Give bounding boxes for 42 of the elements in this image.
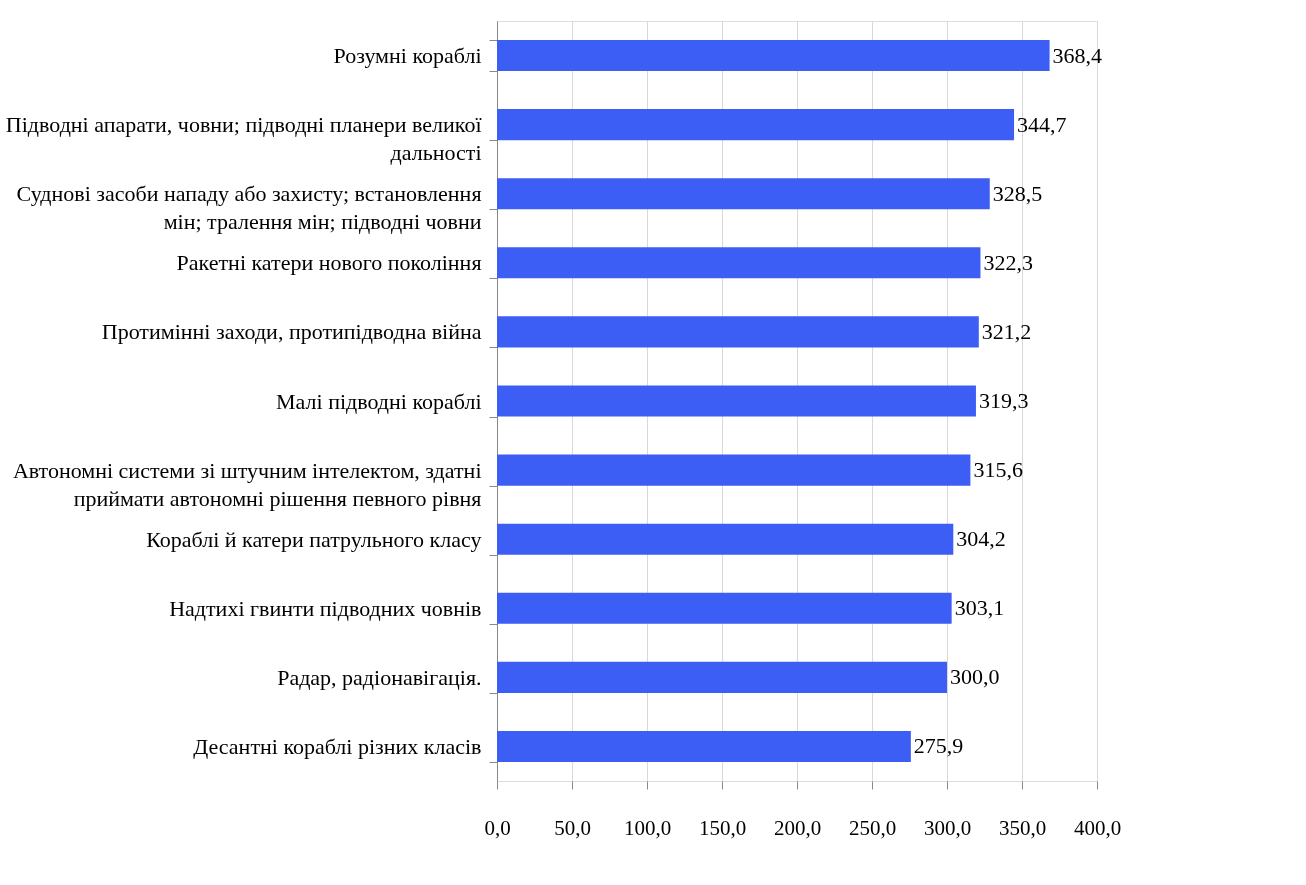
y-tick-label: Автономні системи зі штучним інтелектом, здатні приймати автономні рішення певного рівня [12, 457, 482, 511]
data-label: 300,0 [950, 664, 1000, 690]
x-tick-label: 150,0 [698, 815, 747, 840]
x-tick-label: 250,0 [848, 815, 897, 840]
y-tick-label: Розумні кораблі [333, 43, 482, 69]
data-label: 275,9 [913, 733, 964, 759]
data-label: 321,2 [981, 318, 1032, 344]
bar [497, 592, 952, 624]
y-tick-label: Надтихі гвинти підводних човнів [169, 595, 482, 621]
bar [497, 109, 1015, 141]
bar [497, 385, 976, 417]
y-tick-label: Десантні кораблі різних класів [193, 733, 482, 759]
bar [497, 523, 954, 555]
x-tick-label: 0,0 [484, 815, 511, 840]
bar [497, 661, 947, 693]
x-tick-label: 200,0 [773, 815, 822, 840]
y-tick-label: Протимінні заходи, протипідводна війна [101, 319, 482, 345]
y-tick-label: Радар, радіонавігація. [277, 664, 482, 690]
y-tick-label: Малі підводні кораблі [276, 388, 482, 414]
x-tick-label: 400,0 [1073, 815, 1122, 840]
data-label: 315,6 [973, 457, 1023, 483]
bar [497, 730, 911, 762]
x-tick-label: 100,0 [623, 815, 672, 840]
x-tick-label: 350,0 [998, 815, 1047, 840]
data-label: 319,3 [978, 388, 1029, 413]
y-tick-label: Підводні апарати, човни; підводні планери великої дальності [5, 112, 483, 166]
data-label: 344,7 [1017, 111, 1067, 137]
data-label: 322,3 [983, 249, 1033, 275]
bar [497, 316, 979, 348]
data-label: 304,2 [956, 526, 1006, 552]
data-label: 303,1 [954, 595, 1005, 621]
data-label: 328,5 [992, 180, 1043, 206]
x-tick-label: 300,0 [923, 815, 972, 840]
y-tick-label: Кораблі й катери патрульного класу [146, 526, 482, 552]
data-label: 368,4 [1052, 42, 1103, 68]
bar [497, 454, 971, 486]
bar [497, 178, 990, 210]
y-tick-label: Ракетні катери нового покоління [176, 250, 482, 276]
bar [497, 40, 1050, 72]
x-tick-label: 50,0 [554, 815, 591, 840]
bar [497, 247, 981, 279]
y-tick-label: Суднові засоби нападу або захисту; встановлення мін; тралення мін; підводні човни [16, 181, 482, 235]
